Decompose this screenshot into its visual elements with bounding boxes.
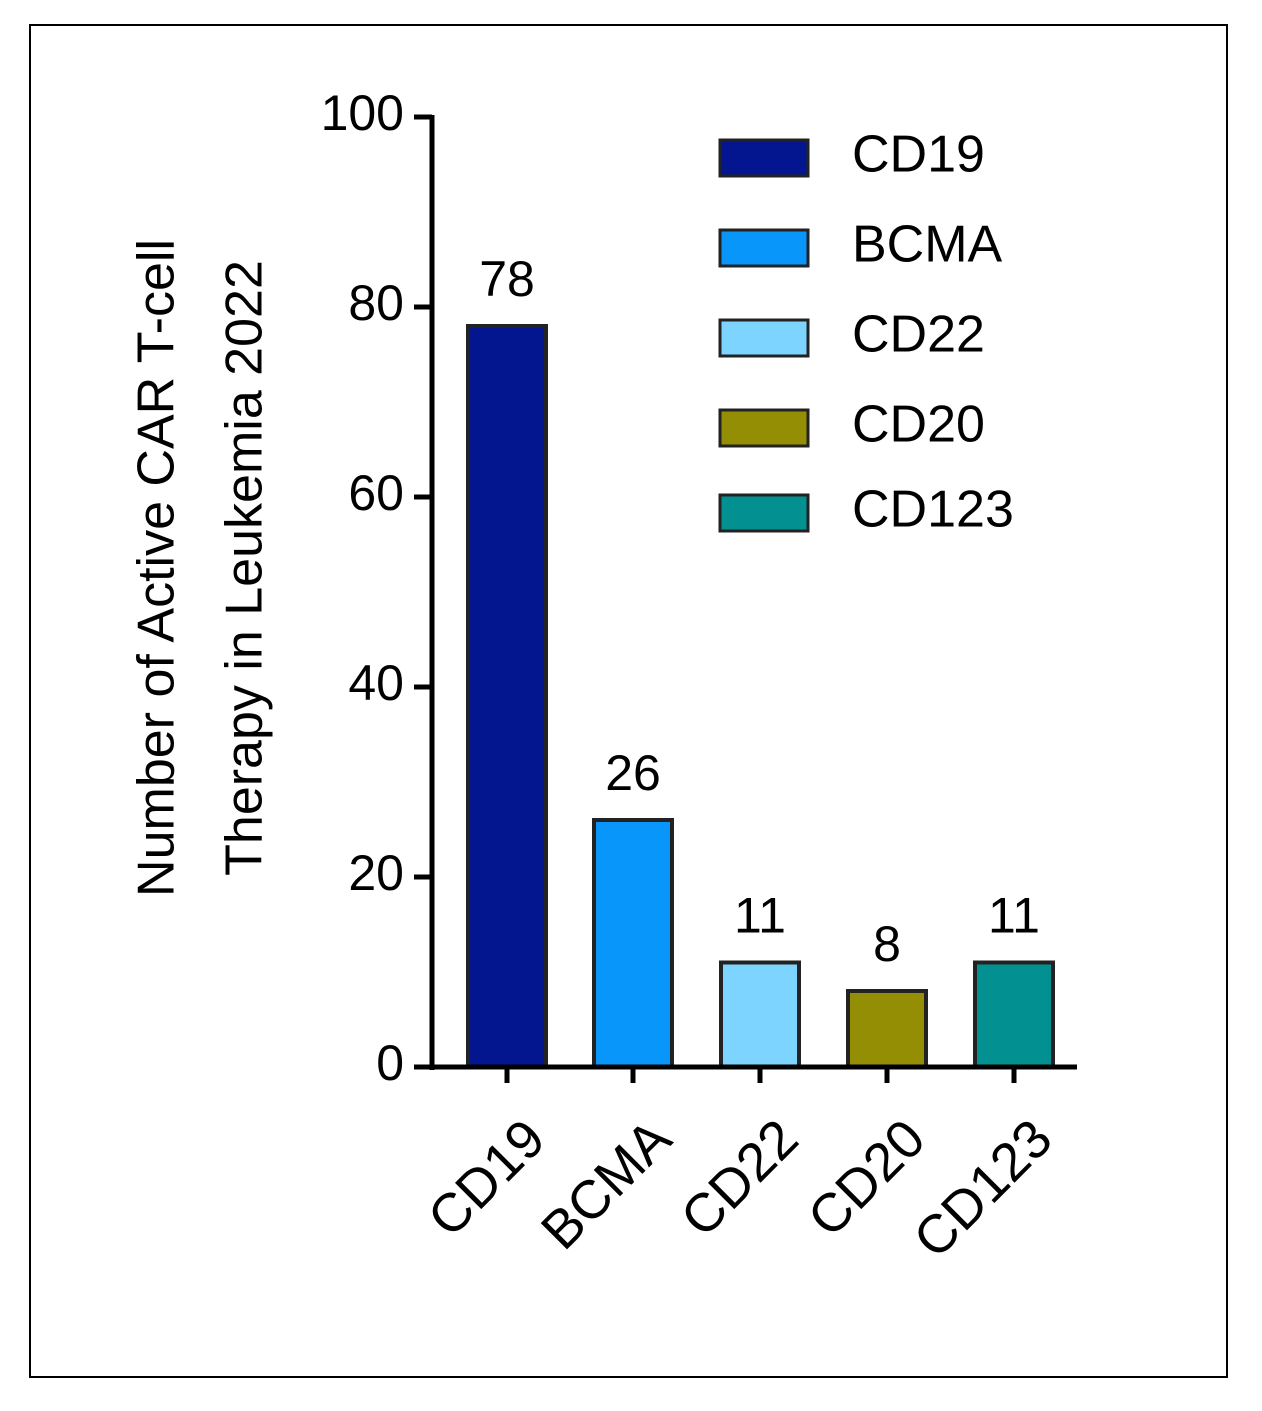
legend-label-cd22: CD22 (852, 306, 985, 364)
y-axis: 0 20 40 60 80 100 (321, 85, 435, 1091)
data-label-cd123: 11 (988, 888, 1040, 944)
x-tick-label-cd22: CD22 (670, 1108, 810, 1248)
legend-swatch-cd22 (718, 318, 810, 358)
legend-label-bcma: BCMA (852, 216, 1003, 274)
legend-swatch-cd123 (718, 493, 810, 533)
legend-swatch-cd20 (718, 408, 810, 448)
y-axis-label-line: Number of Active CAR T-cell (128, 239, 186, 897)
bar-cd20 (846, 989, 928, 1069)
y-tick-label: 80 (348, 275, 404, 331)
y-tick-label: 100 (321, 85, 404, 141)
x-tick-label-bcma: BCMA (530, 1108, 683, 1261)
figure-frame (29, 24, 1228, 1378)
x-tick-label-cd19: CD19 (417, 1108, 557, 1248)
y-tick-label: 0 (376, 1035, 404, 1091)
y-tick-label: 60 (348, 465, 404, 521)
x-tick-label-cd123: CD123 (902, 1108, 1063, 1269)
legend-label-cd20: CD20 (852, 396, 985, 454)
y-tick-label: 40 (348, 655, 404, 711)
data-label-cd22: 11 (734, 888, 786, 944)
legend-swatch-bcma (718, 228, 810, 268)
data-label-cd20: 8 (873, 916, 901, 972)
bars: 78 26 11 8 11 (466, 251, 1055, 1069)
y-axis-label-line: Therapy in Leukemia 2022 (216, 260, 274, 876)
bar-cd19 (466, 324, 548, 1069)
bar-bcma (592, 818, 674, 1069)
legend-label-cd123: CD123 (852, 481, 1014, 539)
legend-label-cd19: CD19 (852, 126, 985, 184)
legend-swatch-cd19 (718, 138, 810, 178)
bar-cd22 (719, 960, 801, 1069)
y-tick-label: 20 (348, 845, 404, 901)
data-label-cd19: 78 (479, 251, 535, 307)
legend: CD19 BCMA CD22 CD20 CD123 (718, 126, 1014, 539)
bar-cd123 (973, 960, 1055, 1069)
y-axis-label: Number of Active CAR T-cell Therapy in Le… (128, 239, 274, 897)
data-label-bcma: 26 (605, 745, 661, 801)
